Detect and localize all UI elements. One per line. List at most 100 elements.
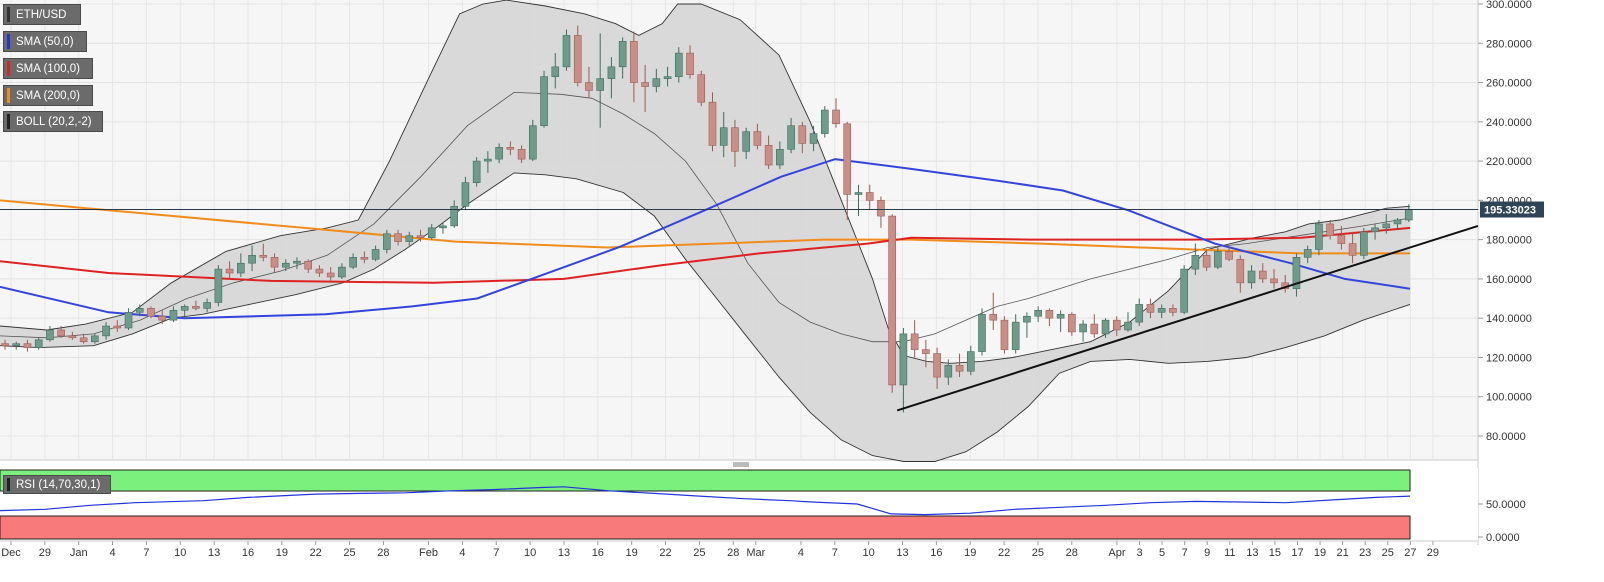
candle-body [742,131,750,152]
candle-body [1315,223,1323,250]
x-tick-label: 4 [459,547,465,559]
legend-sma100[interactable]: SMA (100,0) [3,58,93,79]
candle-body [708,101,717,146]
candle-body [1326,223,1334,237]
legend-symbol-label: ETH/USD [16,8,67,21]
candle-body [180,306,189,311]
candle-body [1180,268,1188,313]
candle-body [102,325,110,337]
candle-body [12,343,21,346]
candle-body [922,349,930,354]
axis-background [1478,0,1604,577]
x-tick-label: 7 [493,547,499,559]
x-tick-label: 16 [592,547,604,559]
legend-rsi[interactable]: RSI (14,70,30,1) [3,475,111,494]
candle-body [124,311,133,329]
candle-body [34,339,43,348]
candle-body [1303,249,1312,258]
candle-body [169,310,178,321]
candle-body [79,337,88,343]
legend-symbol[interactable]: ETH/USD [3,4,81,25]
candle-body [1382,223,1391,229]
candle-body [1258,270,1267,280]
legend-sma100-label: SMA (100,0) [16,62,80,75]
y-tick-label: 100.0000 [1486,392,1532,404]
legend-swatch-icon [7,114,10,129]
candle-body [1101,319,1110,335]
candle-body [809,133,818,144]
x-tick-label: 7 [143,547,149,559]
candle-body [933,353,941,378]
x-tick-label: 7 [1182,547,1188,559]
candle-body [551,66,560,77]
x-tick-label: 19 [1314,547,1326,559]
x-tick-label: 25 [1382,547,1394,559]
candle-body [618,41,627,68]
candle-body [214,268,223,303]
candle-body [978,313,986,352]
x-tick-label: 21 [1337,547,1349,559]
candle-body [394,233,402,242]
bollinger-lower-line [0,172,1411,462]
x-tick-label: 16 [930,547,942,559]
legend-boll-label: BOLL (20,2,-2) [16,115,92,128]
candle-body [596,78,604,91]
candle-body [427,227,436,238]
rsi-overbought-zone [0,469,1411,492]
y-tick-label: 260.0000 [1486,78,1532,90]
candle-body [585,82,593,91]
candle-body [607,66,616,79]
candle-body [225,268,234,274]
candle-body [326,272,335,278]
x-tick-label: 13 [1246,547,1258,559]
candle-body [899,333,908,386]
candle-body [248,255,256,264]
legend-boll[interactable]: BOLL (20,2,-2) [3,111,103,132]
candle-body [135,308,144,313]
candle-body [1348,243,1357,256]
candle-body [1236,258,1245,284]
candle-body [91,335,99,343]
x-tick-label: 4 [798,547,804,559]
y-tick-label: 240.0000 [1486,117,1532,129]
x-tick-label: 9 [1204,547,1210,559]
x-tick-label: Apr [1108,547,1125,559]
candle-body [1157,308,1166,313]
candle-body [674,52,683,77]
candle-body [1371,227,1379,233]
candle-body [1270,278,1278,284]
candle-body [989,313,998,321]
candle-body [293,260,301,264]
candle-body [888,215,896,386]
y-tick-label: 180.0000 [1486,235,1532,247]
candle-body [1045,310,1054,319]
x-tick-label: 23 [1359,547,1371,559]
x-tick-label: 19 [626,547,638,559]
x-tick-label: 22 [998,547,1010,559]
x-tick-label: 29 [1427,547,1439,559]
candle-body [944,365,953,378]
legend-sma200[interactable]: SMA (200,0) [3,85,93,106]
candle-body [1068,313,1076,333]
x-tick-label: 13 [896,547,908,559]
legend-sma50[interactable]: SMA (50,0) [3,31,87,52]
x-tick-label: 11 [1224,547,1235,559]
candle-body [1214,251,1222,268]
x-tick-label: 22 [659,547,671,559]
legend-sma50-label: SMA (50,0) [16,35,74,48]
x-tick-label: 13 [208,547,220,559]
pane-resize-handle-icon[interactable] [733,462,749,467]
x-tick-label: 7 [832,547,838,559]
x-tick-label: 10 [174,547,186,559]
candle-body [652,78,661,87]
candle-body [315,268,324,274]
candle-body [719,127,728,146]
candle-body [472,160,481,183]
x-tick-label: 25 [693,547,705,559]
candle-body [338,266,346,278]
candle-body [1034,310,1042,317]
candle-body [1360,231,1368,256]
candle-body [573,35,582,83]
x-tick-label: 19 [964,547,976,559]
